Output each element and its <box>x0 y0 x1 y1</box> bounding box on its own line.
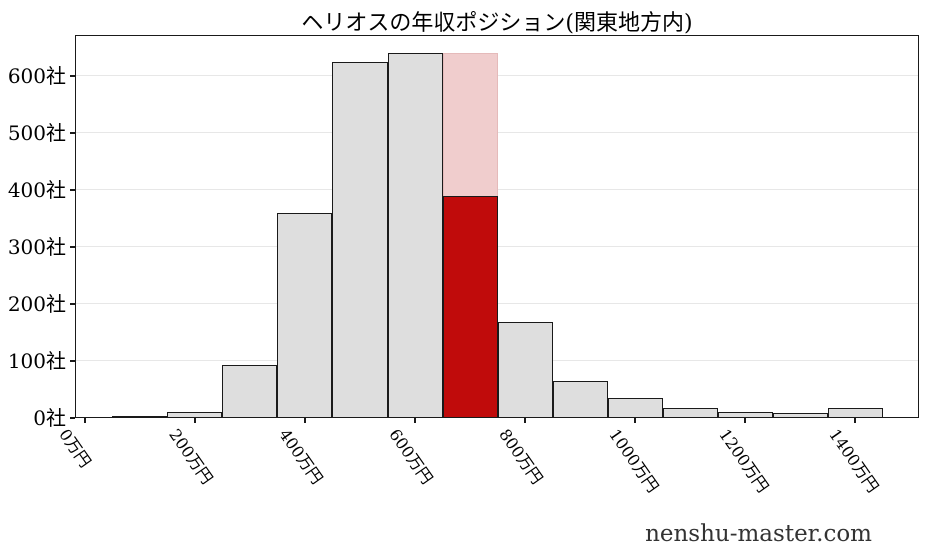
plot-area <box>75 35 919 418</box>
x-tick-1200 <box>744 418 746 423</box>
y-tick-100 <box>70 360 75 362</box>
chart-title: ヘリオスの年収ポジション(関東地方内) <box>301 11 693 36</box>
x-tick-1000 <box>634 418 636 423</box>
x-tick-label-0: 0万円 <box>55 425 95 471</box>
y-tick-label-500: 500社 <box>7 121 66 146</box>
bar-1300 <box>772 412 828 418</box>
x-tick-label-1000: 1000万円 <box>605 425 663 496</box>
y-tick-300 <box>70 246 75 248</box>
bar-200 <box>167 411 223 418</box>
bar-900 <box>552 380 608 418</box>
y-tick-label-600: 600社 <box>7 64 66 89</box>
y-tick-label-100: 100社 <box>7 349 66 373</box>
x-tick-0 <box>84 418 86 423</box>
bar-600 <box>387 53 443 418</box>
y-tick-label-200: 200社 <box>7 292 66 316</box>
bar-1100 <box>662 408 718 418</box>
bar-1200 <box>717 411 773 418</box>
x-tick-1400 <box>854 418 856 423</box>
bar-1400 <box>827 407 883 418</box>
x-tick-label-400: 400万円 <box>275 425 327 488</box>
x-tick-label-600: 600万円 <box>385 425 437 488</box>
y-tick-600 <box>70 75 75 77</box>
highlight-bar-red <box>442 195 498 418</box>
y-tick-label-300: 300社 <box>7 235 66 260</box>
x-tick-600 <box>414 418 416 423</box>
watermark: nenshu-master.com <box>645 521 872 547</box>
y-tick-500 <box>70 132 75 134</box>
x-tick-label-1200: 1200万円 <box>715 425 773 496</box>
x-tick-label-1400: 1400万円 <box>825 425 883 496</box>
x-tick-800 <box>524 418 526 423</box>
y-tick-0 <box>70 417 75 419</box>
bar-1000 <box>607 398 663 418</box>
y-tick-label-0: 0社 <box>33 406 66 430</box>
y-tick-400 <box>70 189 75 191</box>
bar-500 <box>332 61 388 418</box>
x-tick-400 <box>304 418 306 423</box>
bar-300 <box>222 365 278 418</box>
bar-800 <box>497 322 553 418</box>
x-tick-label-800: 800万円 <box>495 425 547 488</box>
bar-100 <box>112 416 168 418</box>
x-tick-200 <box>194 418 196 423</box>
x-tick-label-200: 200万円 <box>165 425 217 488</box>
y-tick-label-400: 400社 <box>7 178 66 203</box>
y-tick-200 <box>70 303 75 305</box>
bar-400 <box>277 212 333 418</box>
